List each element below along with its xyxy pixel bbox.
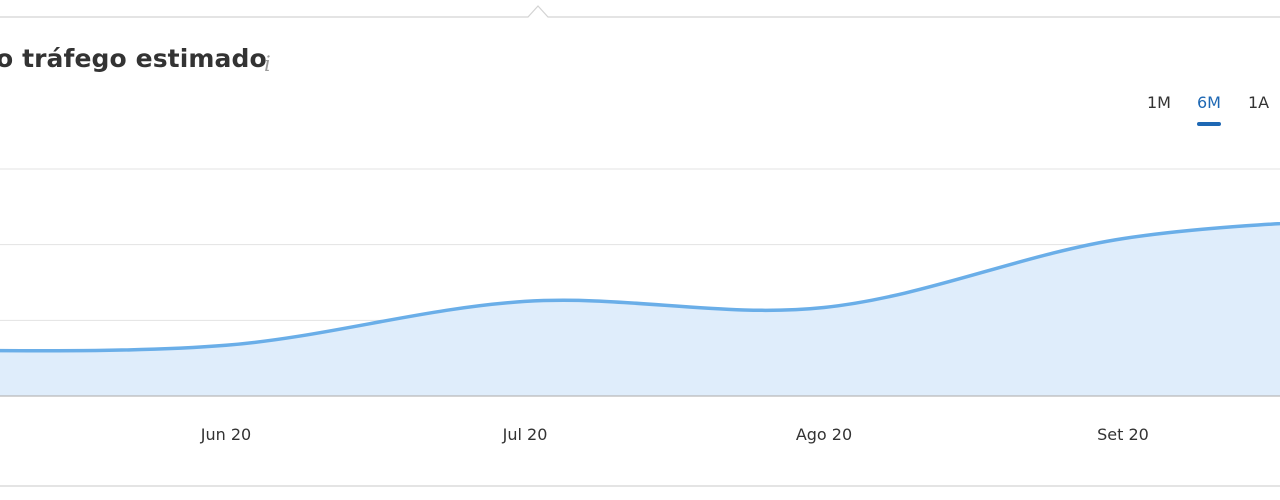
x-tick-label: Jun 20: [200, 425, 251, 444]
chart-title: o tráfego estimado: [0, 44, 267, 73]
x-tick-label: Ago 20: [796, 425, 852, 444]
tab-6m[interactable]: 6M: [1197, 93, 1221, 126]
traffic-line[interactable]: [0, 216, 1280, 353]
x-tick-label: Jul 20: [502, 425, 548, 444]
range-tabs: 1M 6M 1A: [0, 93, 1280, 133]
tab-1m[interactable]: 1M: [1147, 93, 1171, 112]
x-tick-label: Set 20: [1097, 425, 1149, 444]
info-icon[interactable]: i: [264, 52, 271, 76]
top-divider: [0, 5, 1280, 18]
tab-1a[interactable]: 1A: [1248, 93, 1270, 112]
traffic-area-fill: [0, 223, 1280, 396]
